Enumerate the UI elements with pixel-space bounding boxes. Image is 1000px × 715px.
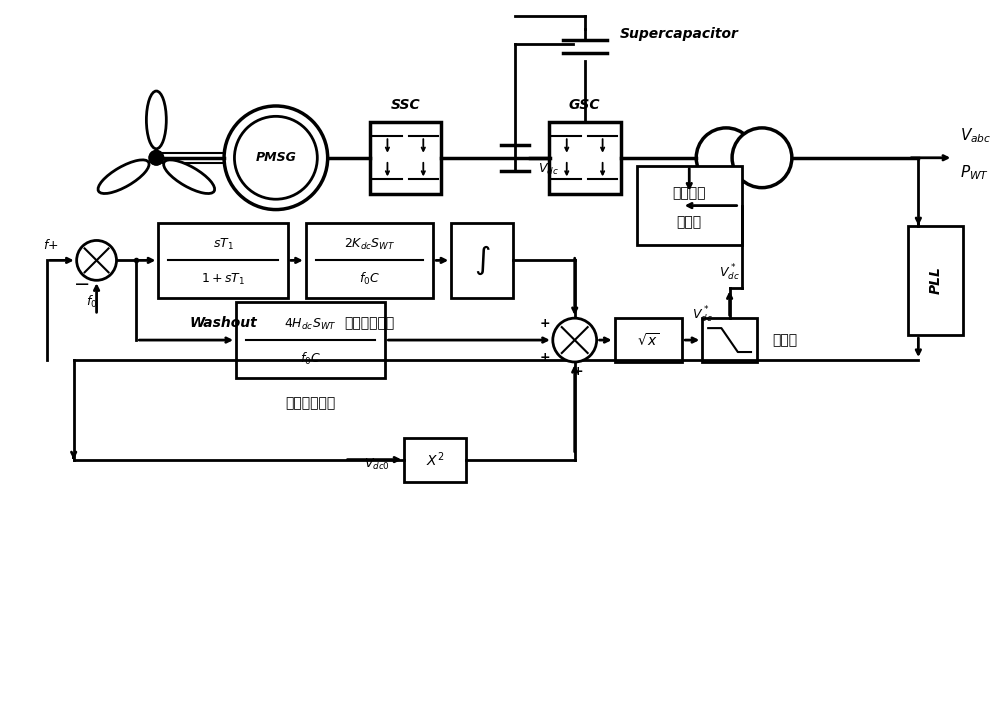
Text: PLL: PLL (929, 267, 943, 295)
Circle shape (149, 151, 163, 164)
Circle shape (77, 240, 116, 280)
Bar (702, 318, 757, 362)
Text: $f_0$: $f_0$ (86, 294, 97, 310)
Text: Washout: Washout (189, 316, 257, 330)
Bar (549, 122, 621, 194)
Circle shape (732, 128, 792, 187)
Text: 短期一次调频: 短期一次调频 (344, 316, 395, 330)
Text: $-$: $-$ (73, 273, 89, 292)
Circle shape (234, 117, 317, 199)
Circle shape (149, 151, 163, 164)
Text: Supercapacitor: Supercapacitor (620, 27, 738, 41)
Text: $2K_{dc}S_{WT}$: $2K_{dc}S_{WT}$ (344, 237, 395, 252)
Text: $f$+: $f$+ (43, 238, 59, 252)
Text: $\int$: $\int$ (474, 244, 490, 277)
Text: $4H_{dc}S_{WT}$: $4H_{dc}S_{WT}$ (284, 317, 337, 332)
Ellipse shape (164, 160, 215, 194)
Text: 定直流电: 定直流电 (673, 187, 706, 201)
Bar (370, 122, 441, 194)
Text: +: + (540, 350, 550, 363)
Circle shape (224, 106, 328, 209)
Text: +: + (540, 317, 550, 330)
Text: GSC: GSC (569, 98, 600, 112)
Bar (306, 222, 433, 298)
Text: $f_0C$: $f_0C$ (359, 271, 380, 287)
Ellipse shape (146, 91, 166, 149)
Text: +: + (572, 365, 583, 378)
Text: SSC: SSC (391, 98, 420, 112)
Text: 压控制: 压控制 (677, 215, 702, 230)
Bar (908, 225, 963, 335)
Text: 限幅器: 限幅器 (772, 333, 797, 347)
Text: $\sqrt{x}$: $\sqrt{x}$ (637, 332, 660, 348)
Text: $P_{WT}$: $P_{WT}$ (960, 163, 989, 182)
Text: PMSG: PMSG (255, 152, 296, 164)
Text: $V_{dc}$: $V_{dc}$ (538, 162, 559, 177)
Bar (637, 166, 742, 245)
Text: $V_{dc}^*$: $V_{dc}^*$ (719, 263, 740, 283)
Bar (451, 222, 513, 298)
Text: $f_0C$: $f_0C$ (300, 351, 321, 367)
Text: $sT_1$: $sT_1$ (213, 237, 234, 252)
Text: $1+sT_1$: $1+sT_1$ (201, 272, 245, 287)
Bar (158, 222, 288, 298)
Ellipse shape (98, 160, 149, 194)
Bar (404, 438, 466, 481)
Text: 虚拟惯性控制: 虚拟惯性控制 (286, 396, 336, 410)
Text: $V_{dc}^*$: $V_{dc}^*$ (692, 305, 713, 325)
Circle shape (553, 318, 597, 362)
Bar (615, 318, 682, 362)
Text: $V_{abc}$: $V_{abc}$ (960, 127, 992, 145)
Bar (236, 302, 385, 378)
Text: $X^2$: $X^2$ (426, 450, 444, 469)
Text: $V_{dc0}$: $V_{dc0}$ (364, 457, 389, 472)
Circle shape (696, 128, 756, 187)
